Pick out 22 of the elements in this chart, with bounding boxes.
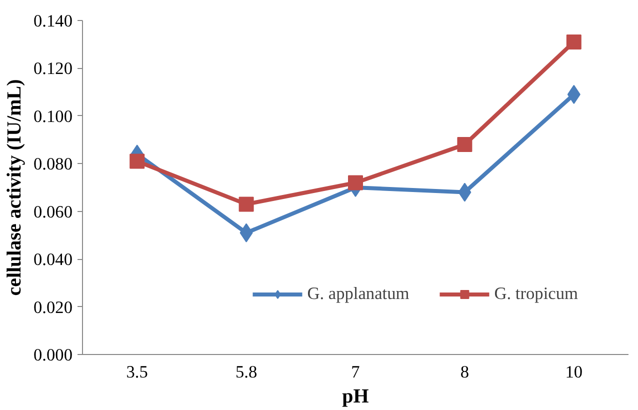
point (348, 175, 363, 190)
point (566, 34, 582, 50)
x-tick-label: 5.8 (235, 362, 258, 382)
x-tick-label: 10 (565, 362, 583, 382)
y-tick-label: 0.000 (34, 346, 73, 364)
y-axis-title: cellulase activity (IU/mL) (4, 79, 26, 296)
point (130, 154, 145, 169)
y-tick-label: 0.040 (34, 250, 73, 270)
y-tick-label: 0.020 (34, 298, 73, 317)
point (457, 137, 472, 152)
legend-label: G. tropicum (494, 284, 578, 304)
y-tick-label: 0.080 (34, 154, 73, 174)
x-tick-label: 3.5 (126, 362, 148, 382)
y-tick-label: 0.140 (34, 12, 73, 30)
y-tick-label: 0.120 (34, 59, 73, 78)
x-tick-label: 7 (351, 362, 360, 382)
x-axis-title: pH (342, 386, 370, 408)
y-tick-label: 0.100 (34, 106, 73, 126)
x-tick-label: 8 (460, 362, 470, 382)
point (238, 196, 254, 212)
y-tick-label: 0.060 (34, 202, 73, 222)
legend-label: G. applanatum (307, 284, 410, 304)
